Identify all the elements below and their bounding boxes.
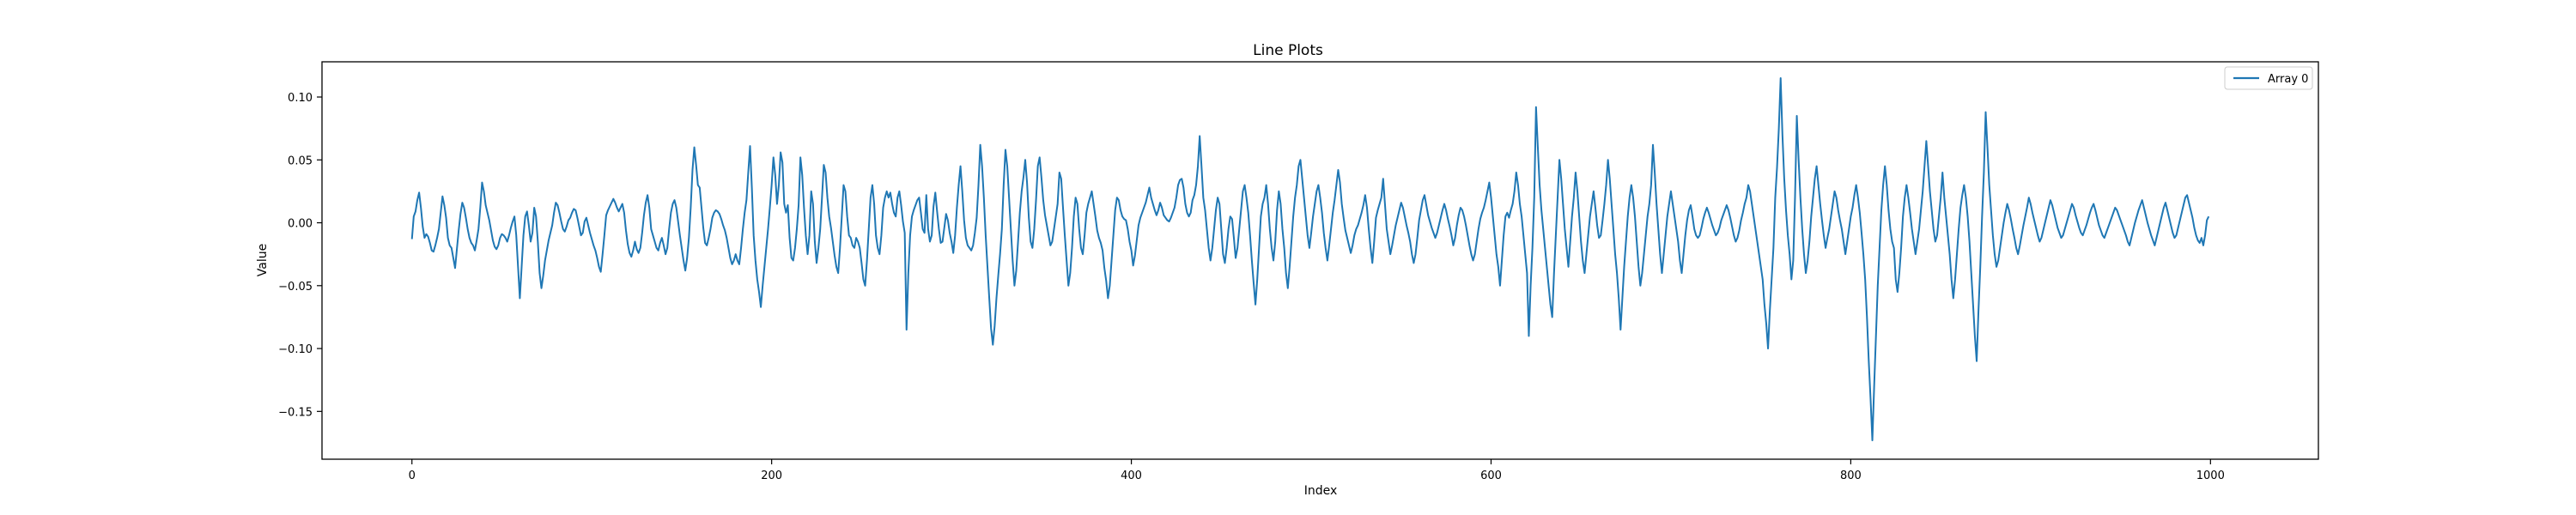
series-line-0 bbox=[410, 77, 2210, 442]
y-tick-label: 0.10 bbox=[288, 92, 313, 105]
legend: Array 0 bbox=[2224, 66, 2313, 90]
y-tick-label: 0.00 bbox=[288, 218, 313, 231]
y-axis-label: Value bbox=[256, 244, 270, 276]
legend-box bbox=[2224, 66, 2313, 90]
x-tick-label: 600 bbox=[1480, 470, 1502, 482]
x-tick-label: 800 bbox=[1840, 470, 1862, 482]
x-tick-label: 0 bbox=[409, 470, 416, 482]
legend-label: Array 0 bbox=[2268, 73, 2308, 86]
y-tick-label: 0.05 bbox=[288, 154, 313, 167]
y-tick-label: −0.10 bbox=[278, 343, 313, 356]
plot-frame bbox=[321, 61, 2319, 460]
y-tick-label: −0.15 bbox=[278, 406, 313, 419]
x-axis-label: Index bbox=[1304, 484, 1338, 498]
y-tick-label: −0.05 bbox=[278, 281, 313, 294]
y-axis: −0.15 −0.10 −0.05 0.00 0.05 0.10 bbox=[278, 92, 322, 419]
plot-area bbox=[410, 77, 2210, 442]
x-tick-label: 400 bbox=[1121, 470, 1142, 482]
x-axis: 0 200 400 600 800 1000 bbox=[409, 459, 2225, 482]
chart-title: Line Plots bbox=[1253, 42, 1323, 59]
x-tick-label: 200 bbox=[761, 470, 782, 482]
x-tick-label: 1000 bbox=[2196, 470, 2225, 482]
